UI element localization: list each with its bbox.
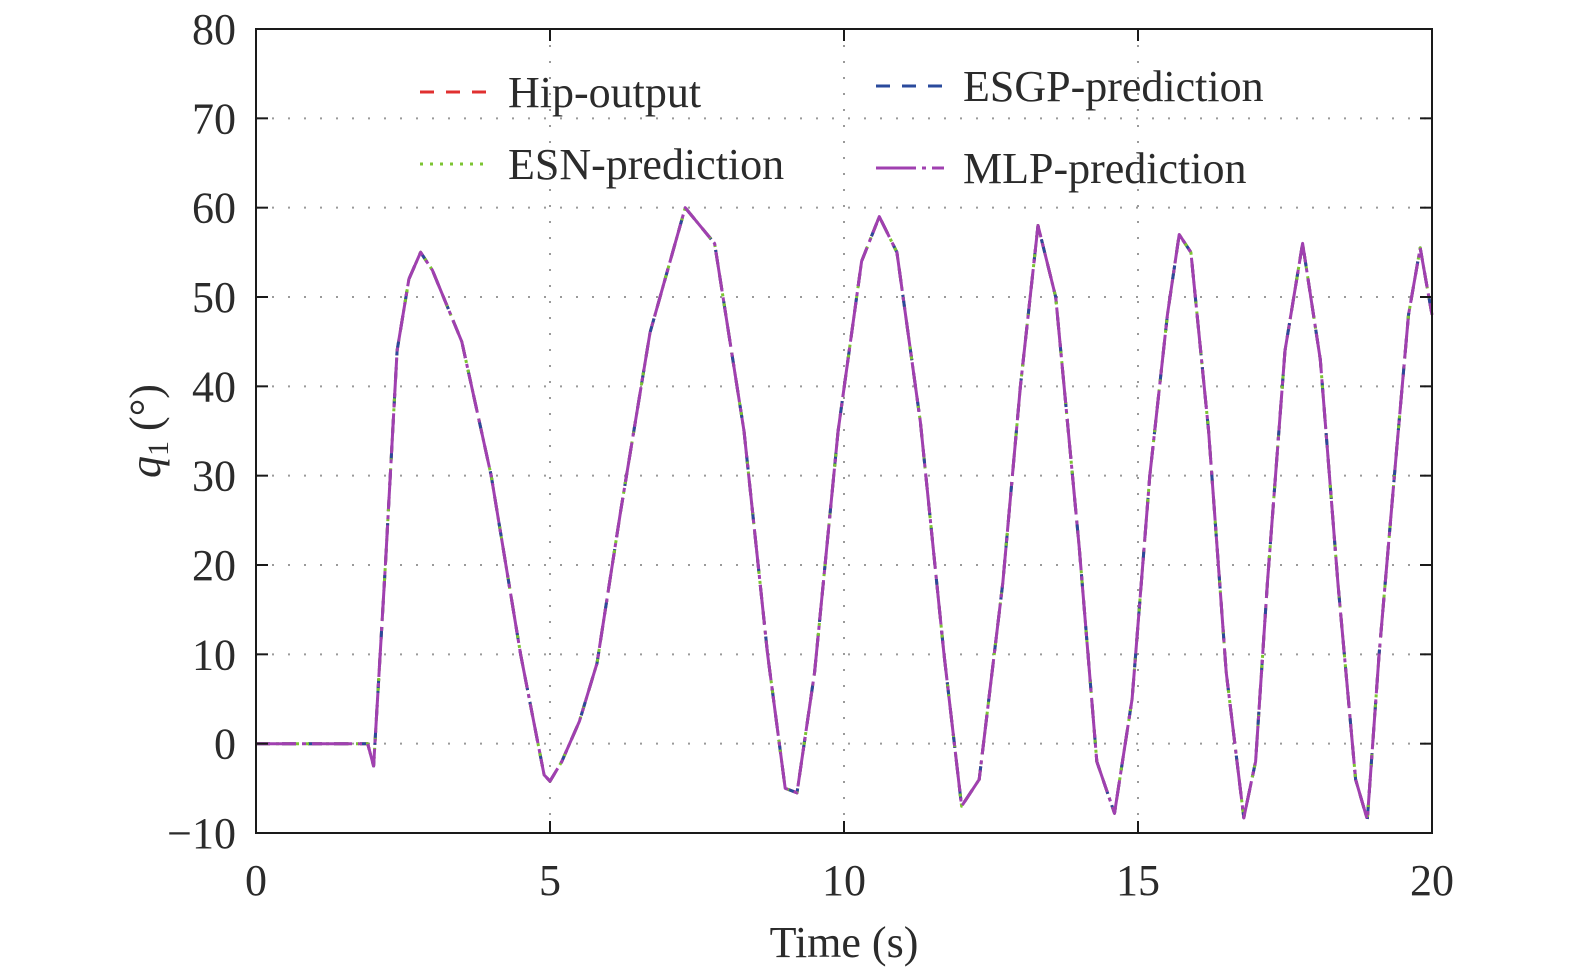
y-tick-label: 70 bbox=[192, 94, 236, 143]
legend-label: ESGP-prediction bbox=[963, 62, 1264, 111]
y-tick-label: 20 bbox=[192, 541, 236, 590]
legend: Hip-output ESGP-prediction ESN-prediction M… bbox=[420, 62, 1264, 193]
y-axis-symbol: q bbox=[121, 456, 170, 478]
y-tick-label: 60 bbox=[192, 184, 236, 233]
series-line bbox=[256, 206, 1434, 822]
x-tick-label: 10 bbox=[822, 856, 866, 905]
y-tick-label: 30 bbox=[192, 452, 236, 501]
y-axis-subscript: 1 bbox=[142, 441, 175, 456]
x-tick-label: 15 bbox=[1116, 856, 1160, 905]
y-tick-label: 50 bbox=[192, 273, 236, 322]
y-tick-label: 0 bbox=[214, 720, 236, 769]
y-axis-unit: (°) bbox=[121, 384, 170, 431]
y-tick-label: 10 bbox=[192, 630, 236, 679]
series-line bbox=[256, 206, 1434, 822]
x-tick-label: 20 bbox=[1410, 856, 1454, 905]
series-lines bbox=[256, 206, 1434, 822]
grid-lines bbox=[256, 29, 1432, 833]
x-axis-label: Time (s) bbox=[770, 918, 919, 967]
series-line bbox=[256, 206, 1434, 822]
series-line bbox=[256, 206, 1434, 822]
y-tick-label: 40 bbox=[192, 362, 236, 411]
x-tick-label: 5 bbox=[539, 856, 561, 905]
legend-label: MLP-prediction bbox=[963, 144, 1247, 193]
y-tick-label: 80 bbox=[192, 5, 236, 54]
y-axis-label: q1 (°) bbox=[121, 384, 175, 478]
legend-label: Hip-output bbox=[508, 68, 701, 117]
x-tick-label: 0 bbox=[245, 856, 267, 905]
y-tick-label: −10 bbox=[167, 809, 236, 858]
legend-label: ESN-prediction bbox=[508, 140, 784, 189]
